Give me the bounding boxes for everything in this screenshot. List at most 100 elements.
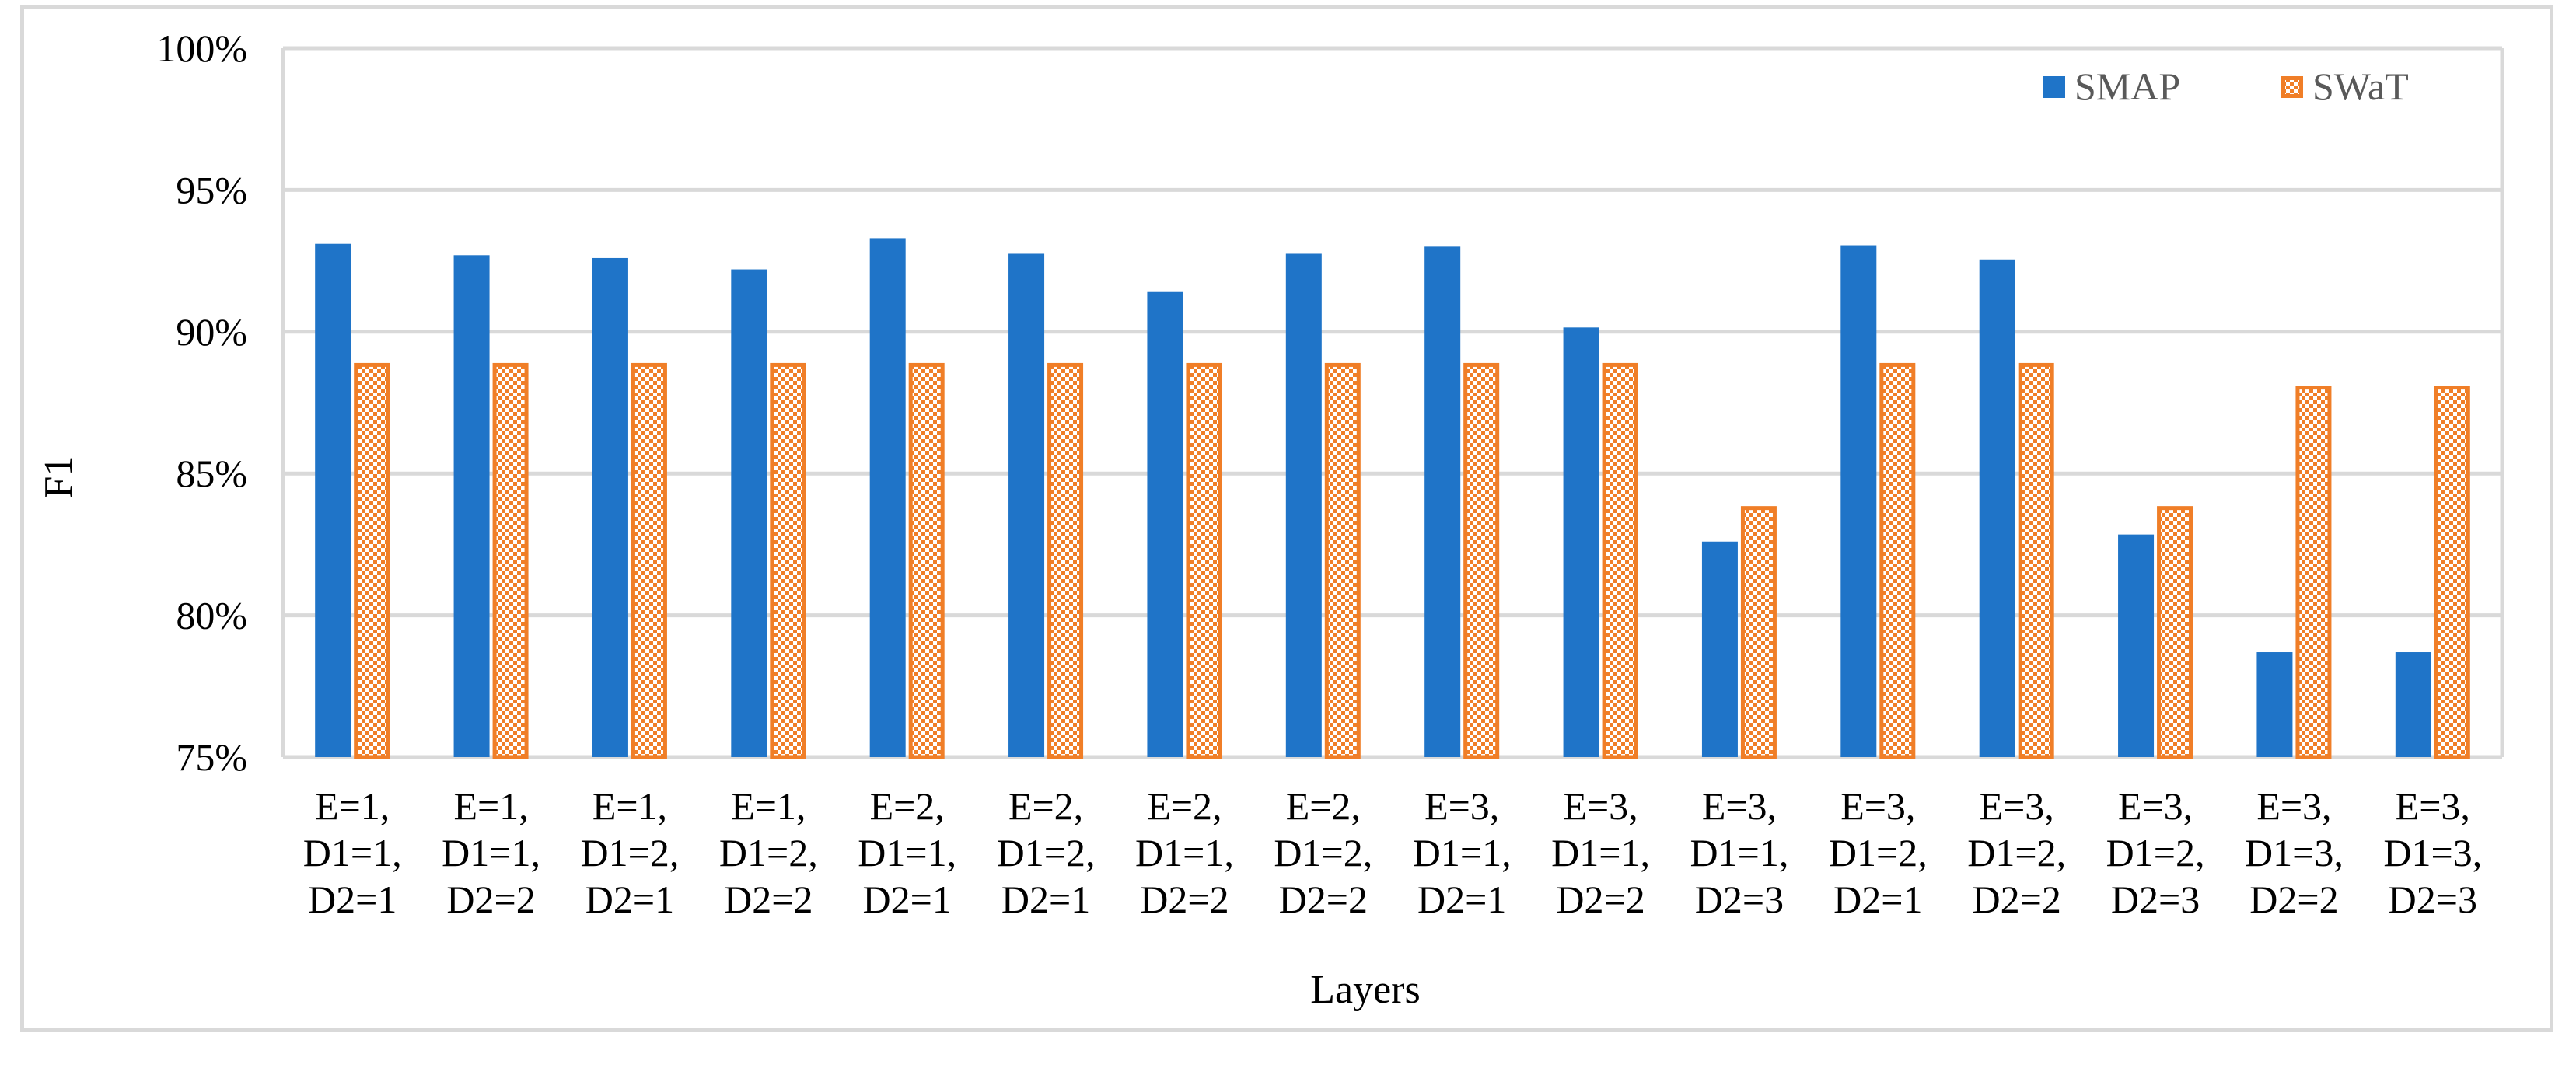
x-tick-label-line: D2=1 (1001, 878, 1090, 921)
y-tick-label: 85% (176, 452, 247, 495)
x-tick-label-line: E=3, (2256, 784, 2331, 828)
x-tick-label-line: D2=1 (1833, 878, 1922, 921)
bar-swat-6 (1047, 362, 1084, 759)
x-tick-label-line: E=3, (1702, 784, 1777, 828)
legend-swatch-swat (2281, 76, 2303, 98)
x-axis-title: Layers (1310, 968, 1420, 1012)
x-tick-label-line: E=2, (870, 784, 945, 828)
x-tick-label-line: D2=2 (1556, 878, 1645, 921)
x-tick-label-line: D2=1 (585, 878, 674, 921)
x-tick-label: E=3, D1=2, D2=3 (2106, 784, 2205, 921)
y-tick-label: 95% (176, 168, 247, 211)
x-tick-label-line: E=1, (592, 784, 667, 828)
bar-swat-16 (2434, 386, 2470, 759)
y-tick-label: 100% (156, 26, 247, 70)
x-tick-label-line: D1=1, (858, 831, 956, 874)
x-tick-label-line: D2=2 (446, 878, 535, 921)
legend: SMAP SWaT (2043, 65, 2409, 108)
bar-smap-4 (731, 269, 767, 757)
bar-smap-14 (2118, 534, 2155, 757)
x-tick-label-line: D2=1 (863, 878, 952, 921)
x-tick-label-line: D1=2, (1967, 831, 2066, 874)
x-tick-label-line: D2=3 (1695, 878, 1784, 921)
x-tick-label: E=1, D1=1, D2=2 (442, 784, 540, 921)
bar-smap-11 (1701, 541, 1738, 757)
x-tick-label-line: D2=3 (2111, 878, 2200, 921)
x-tick-label: E=1, D1=2, D2=1 (581, 784, 680, 921)
bar-smap-3 (592, 257, 628, 757)
bar-swat-11 (1740, 506, 1777, 759)
bar-swat-13 (2018, 362, 2054, 759)
bar-swat-3 (631, 362, 667, 759)
bar-swat-7 (1186, 362, 1222, 759)
bar-smap-7 (1147, 291, 1183, 757)
x-axis-categories: E=1, D1=1, D2=1E=1, D1=1, D2=2E=1, D1=2, D2=1E… (303, 784, 2482, 921)
x-tick-label-line: E=3, (1840, 784, 1915, 828)
x-tick-label-line: D1=2, (1829, 831, 1928, 874)
x-tick-label: E=3, D1=3, D2=2 (2245, 784, 2344, 921)
y-tick-label: 80% (176, 594, 247, 637)
y-axis-ticks: 75% 80% 85% 90% 95% 100% (156, 26, 247, 779)
bar-swat-5 (908, 362, 945, 759)
x-tick-label-line: E=2, (1008, 784, 1083, 828)
x-tick-label-line: D1=1, (1690, 831, 1789, 874)
x-tick-label-line: D1=3, (2245, 831, 2344, 874)
x-tick-label-line: D1=1, (1413, 831, 1512, 874)
x-tick-label: E=2, D1=1, D2=1 (858, 784, 956, 921)
x-tick-label-line: E=2, (1147, 784, 1222, 828)
x-tick-label-line: E=1, (315, 784, 390, 828)
bar-swat-4 (770, 362, 806, 759)
x-tick-label: E=2, D1=2, D2=2 (1274, 784, 1372, 921)
x-tick-label-line: D1=2, (719, 831, 818, 874)
x-tick-label-line: E=1, (453, 784, 528, 828)
x-tick-label-line: E=3, (2118, 784, 2193, 828)
bar-smap-8 (1285, 253, 1322, 758)
legend-label-smap: SMAP (2074, 65, 2180, 108)
bar-swat-14 (2157, 506, 2193, 759)
x-tick-label-line: D1=1, (442, 831, 540, 874)
x-tick-label: E=2, D1=1, D2=2 (1135, 784, 1234, 921)
x-tick-label-line: D1=2, (1274, 831, 1372, 874)
x-tick-label-line: D2=2 (1140, 878, 1229, 921)
bar-swat-8 (1324, 362, 1361, 759)
bar-swat-15 (2295, 386, 2332, 759)
bars (315, 238, 2470, 759)
bar-smap-13 (1979, 259, 2015, 757)
bar-smap-15 (2256, 652, 2293, 757)
x-tick-label: E=3, D1=2, D2=1 (1829, 784, 1928, 921)
x-tick-label: E=3, D1=1, D2=1 (1413, 784, 1512, 921)
bar-swat-1 (354, 362, 390, 759)
x-tick-label-line: D2=2 (1973, 878, 2061, 921)
x-tick-label: E=1, D1=1, D2=1 (303, 784, 402, 921)
x-tick-label-line: E=3, (1563, 784, 1638, 828)
bar-smap-1 (315, 243, 351, 757)
x-tick-label-line: D1=2, (581, 831, 680, 874)
bar-swat-2 (492, 362, 529, 759)
x-tick-label-line: D2=2 (1279, 878, 1368, 921)
x-tick-label: E=3, D1=1, D2=3 (1690, 784, 1789, 921)
x-tick-label-line: D2=1 (1417, 878, 1506, 921)
bar-smap-6 (1008, 253, 1045, 758)
x-tick-label: E=3, D1=2, D2=2 (1967, 784, 2066, 921)
legend-swatch-smap (2043, 76, 2065, 98)
x-tick-label-line: D1=1, (303, 831, 402, 874)
bar-swat-10 (1602, 362, 1638, 759)
y-tick-label: 90% (176, 310, 247, 354)
x-tick-label: E=2, D1=2, D2=1 (997, 784, 1096, 921)
x-tick-label-line: D1=3, (2383, 831, 2482, 874)
x-tick-label: E=1, D1=2, D2=2 (719, 784, 818, 921)
x-tick-label-line: D2=2 (724, 878, 813, 921)
bar-swat-12 (1879, 362, 1916, 759)
bar-smap-2 (453, 255, 490, 758)
x-tick-label-line: D2=1 (308, 878, 397, 921)
bar-smap-10 (1563, 327, 1599, 757)
y-axis-title: F1 (37, 456, 81, 499)
x-tick-label-line: E=1, (731, 784, 806, 828)
x-tick-label-line: E=3, (1980, 784, 2054, 828)
x-tick-label-line: D1=2, (2106, 831, 2205, 874)
x-tick-label-line: D1=2, (997, 831, 1096, 874)
x-tick-label-line: D2=3 (2389, 878, 2477, 921)
bar-smap-9 (1424, 246, 1461, 757)
bar-swat-9 (1463, 362, 1500, 759)
